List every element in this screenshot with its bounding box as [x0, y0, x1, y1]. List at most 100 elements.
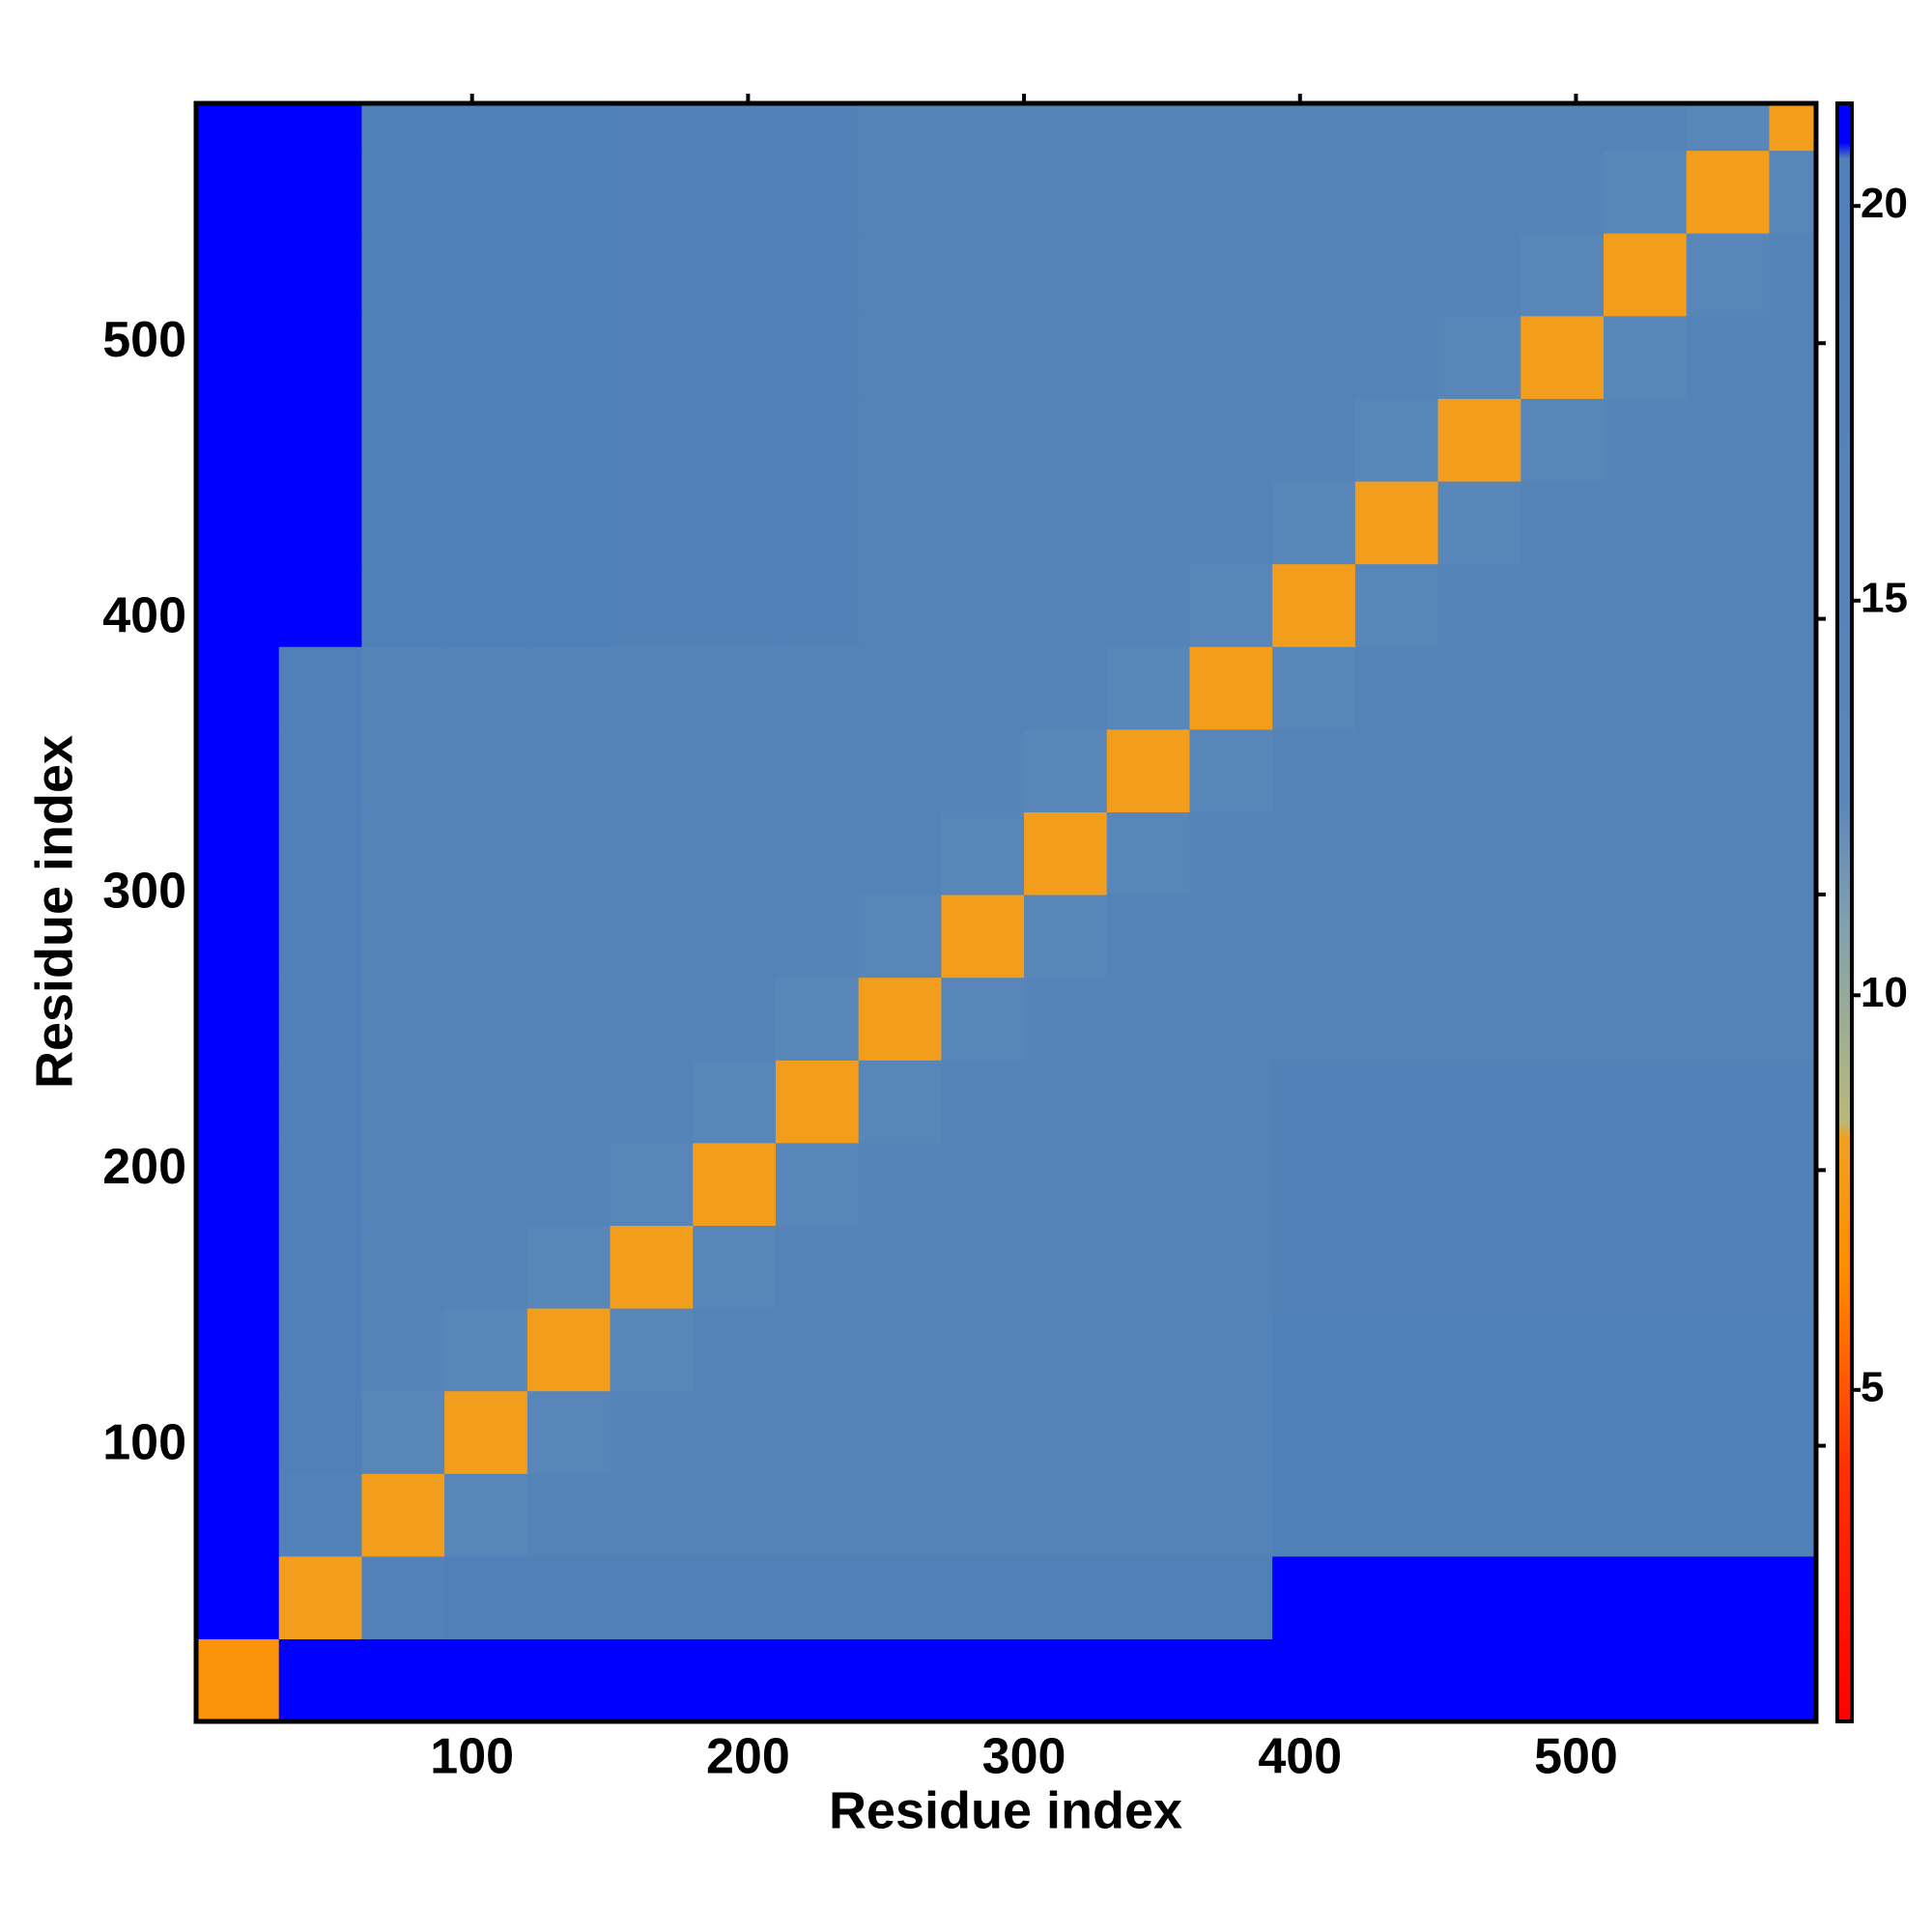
heatmap-cell	[1354, 1142, 1439, 1226]
heatmap-cell	[526, 894, 611, 979]
heatmap-cell	[941, 646, 1025, 730]
colorbar-tick-label: 20	[1861, 180, 1908, 227]
heatmap-cell	[941, 398, 1025, 482]
heatmap-cell	[693, 103, 777, 152]
heatmap-cell	[278, 103, 363, 152]
heatmap-cell	[361, 480, 445, 565]
heatmap-cell	[1189, 811, 1273, 895]
y-axis-title: Residue index	[25, 735, 83, 1089]
heatmap-cell	[1686, 1142, 1771, 1226]
heatmap-cell	[1604, 103, 1688, 152]
colorbar-tick-label: 5	[1861, 1363, 1884, 1410]
heatmap-cell	[1024, 1473, 1108, 1557]
heatmap-cell	[1189, 646, 1273, 730]
heatmap-cell	[526, 480, 611, 565]
heatmap-cell	[858, 1473, 942, 1557]
heatmap-cell	[610, 1225, 694, 1309]
heatmap-cell	[526, 233, 611, 317]
heatmap-cell	[1024, 1307, 1108, 1392]
heatmap-cell	[941, 1555, 1025, 1639]
y-tick-label: 400	[102, 587, 186, 643]
heatmap	[196, 103, 1817, 1722]
heatmap-cell	[775, 1225, 860, 1309]
heatmap-cell	[1024, 315, 1108, 399]
heatmap-cell	[1024, 894, 1108, 979]
heatmap-cell	[1024, 1555, 1108, 1639]
x-tick-label: 500	[1534, 1729, 1618, 1785]
heatmap-cell	[278, 1473, 363, 1557]
colorbar-tick-label: 10	[1861, 969, 1908, 1016]
heatmap-cell	[196, 233, 280, 317]
heatmap-cell	[1106, 398, 1191, 482]
heatmap-cell	[1024, 233, 1108, 317]
heatmap-cell	[1520, 150, 1605, 234]
heatmap-cell	[1686, 1473, 1771, 1557]
heatmap-cell	[693, 1307, 777, 1392]
heatmap-cell	[1686, 150, 1771, 234]
heatmap-cell	[1604, 1390, 1688, 1474]
heatmap-cell	[1024, 150, 1108, 234]
heatmap-cell	[1604, 150, 1688, 234]
heatmap-cell	[1189, 480, 1273, 565]
heatmap-cell	[1437, 1638, 1521, 1722]
y-tick-label: 300	[102, 864, 186, 920]
heatmap-cell	[1354, 894, 1439, 979]
heatmap-cell	[693, 1473, 777, 1557]
heatmap-cell	[775, 1060, 860, 1144]
heatmap-cell	[1189, 1307, 1273, 1392]
heatmap-cell	[1272, 1473, 1356, 1557]
heatmap-cell	[858, 728, 942, 812]
heatmap-cell	[610, 480, 694, 565]
heatmap-cell	[444, 315, 528, 399]
y-tick-label: 200	[102, 1139, 186, 1195]
heatmap-cell	[941, 977, 1025, 1061]
heatmap-cell	[526, 1555, 611, 1639]
heatmap-cell	[444, 103, 528, 152]
heatmap-cell	[1024, 103, 1108, 152]
heatmap-cell	[1520, 1555, 1605, 1639]
heatmap-cell	[444, 894, 528, 979]
heatmap-cell	[775, 1638, 860, 1722]
heatmap-cell	[941, 1473, 1025, 1557]
heatmap-cell	[1604, 398, 1688, 482]
heatmap-cell	[196, 315, 280, 399]
heatmap-cell	[1189, 1473, 1273, 1557]
heatmap-cell	[1272, 1142, 1356, 1226]
heatmap-cell	[1604, 1060, 1688, 1144]
heatmap-cell	[278, 315, 363, 399]
heatmap-cell	[1024, 1638, 1108, 1722]
heatmap-cell	[1686, 1638, 1771, 1722]
heatmap-cell	[361, 398, 445, 482]
heatmap-cell	[1769, 977, 1817, 1061]
heatmap-cell	[858, 1638, 942, 1722]
heatmap-cell	[278, 894, 363, 979]
heatmap-cell	[1686, 1307, 1771, 1392]
heatmap-cell	[361, 811, 445, 895]
heatmap-cell	[444, 728, 528, 812]
heatmap-cell	[1437, 1555, 1521, 1639]
heatmap-cell	[1437, 563, 1521, 647]
heatmap-cell	[610, 811, 694, 895]
heatmap-cell	[278, 646, 363, 730]
heatmap-cell	[361, 894, 445, 979]
heatmap-cell	[444, 977, 528, 1061]
heatmap-cell	[361, 103, 445, 152]
heatmap-cell	[1272, 728, 1356, 812]
heatmap-cell	[1769, 894, 1817, 979]
heatmap-cell	[444, 1473, 528, 1557]
heatmap-cell	[693, 480, 777, 565]
heatmap-cell	[361, 646, 445, 730]
heatmap-cell	[1604, 811, 1688, 895]
heatmap-cell	[941, 315, 1025, 399]
colorbar	[1835, 101, 1854, 1723]
heatmap-cell	[278, 480, 363, 565]
heatmap-cell	[1769, 1225, 1817, 1309]
heatmap-cell	[1106, 1307, 1191, 1392]
heatmap-cell	[693, 1225, 777, 1309]
heatmap-cell	[693, 894, 777, 979]
heatmap-cell	[1437, 233, 1521, 317]
heatmap-cell	[361, 1307, 445, 1392]
heatmap-cell	[196, 150, 280, 234]
heatmap-cell	[278, 1142, 363, 1226]
heatmap-cell	[1520, 103, 1605, 152]
